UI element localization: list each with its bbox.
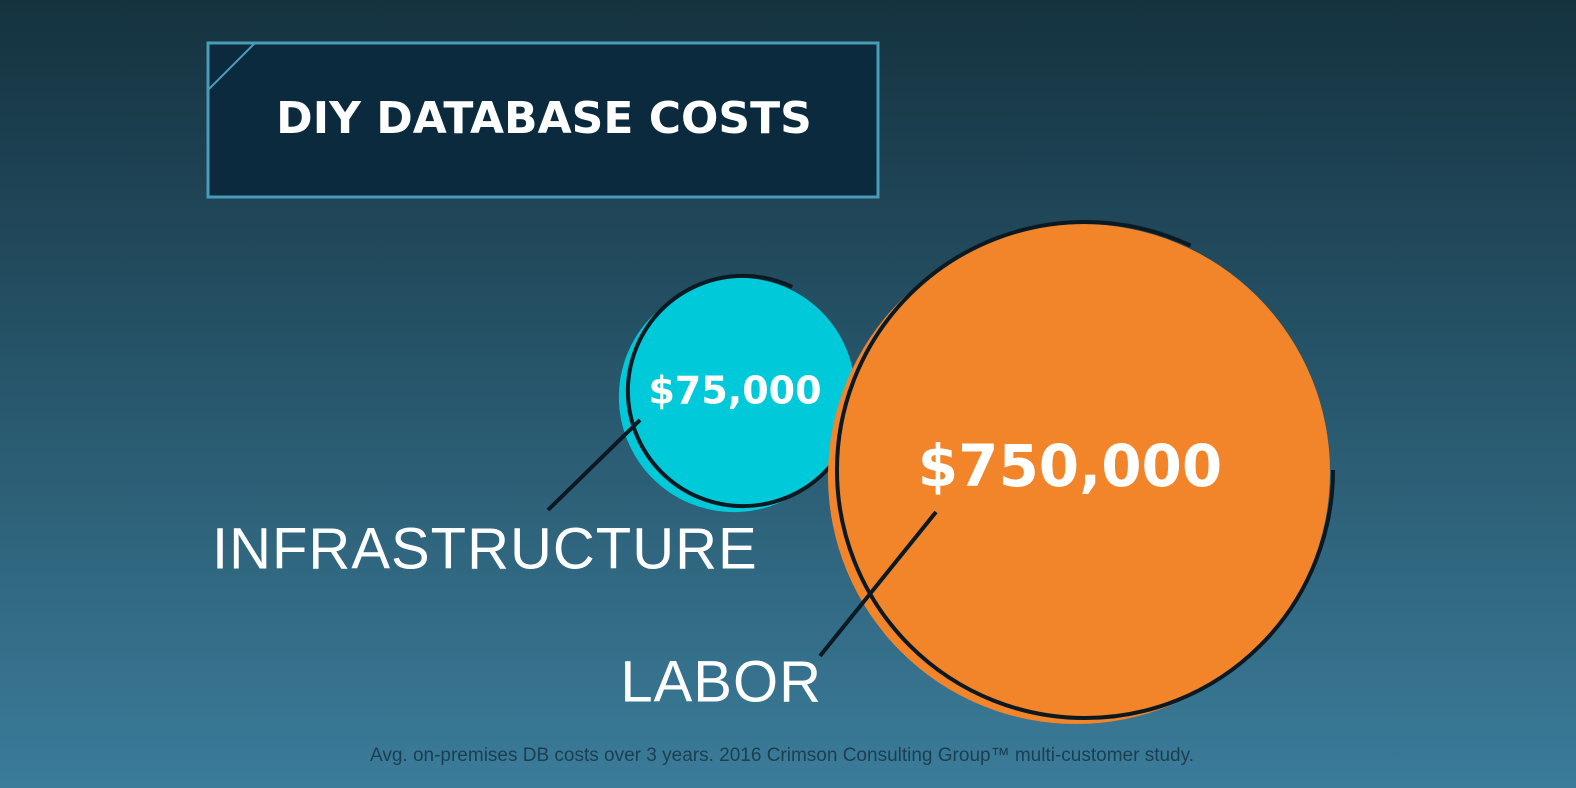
footnote: Avg. on-premises DB costs over 3 years. … <box>370 745 1194 766</box>
title-box-corner <box>207 42 256 91</box>
bubble <box>833 223 1331 721</box>
bubble-outline <box>834 219 1336 721</box>
leader-line <box>546 418 642 512</box>
leader-line <box>818 510 938 658</box>
chart-title: DIY DATABASE COSTS <box>276 93 812 144</box>
category-label: INFRASTRUCTURE <box>212 516 758 581</box>
value-label: $75,000 <box>648 369 821 413</box>
bubble <box>624 277 856 509</box>
category-label: LABOR <box>620 649 822 714</box>
value-label: $750,000 <box>918 432 1223 500</box>
title-box <box>206 41 880 199</box>
